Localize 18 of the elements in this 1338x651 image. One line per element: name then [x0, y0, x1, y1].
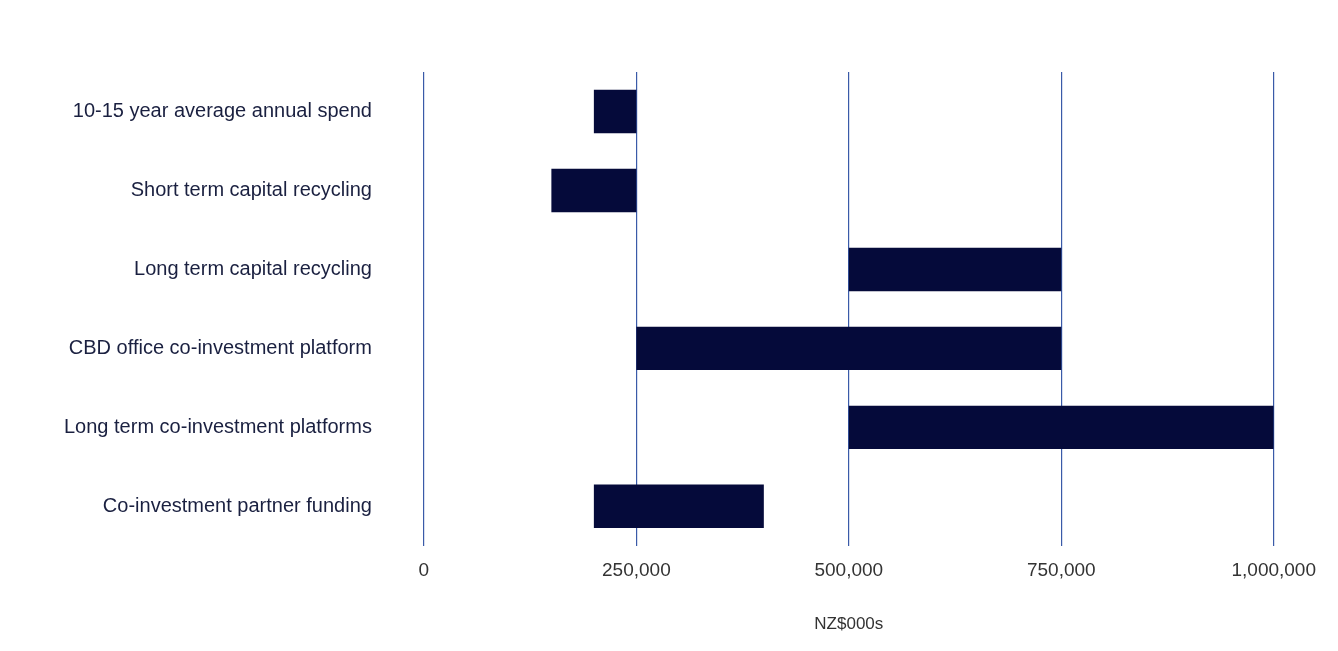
x-axis-title: NZ$000s [814, 614, 884, 634]
y-tick-label: Long term co-investment platforms [63, 414, 372, 437]
bar [848, 405, 1274, 450]
x-tick-label: 500,000 [814, 559, 884, 581]
bar [593, 484, 764, 529]
bar [848, 247, 1062, 292]
y-tick-label: CBD office co-investment platform [68, 335, 372, 358]
x-tick-label: 1,000,000 [1231, 559, 1316, 581]
bar [593, 89, 637, 134]
x-tick-label: 750,000 [1026, 559, 1096, 581]
y-tick-label: Co-investment partner funding [102, 493, 372, 516]
x-tick-label: 250,000 [602, 559, 671, 581]
x-tick-label: 0 [418, 559, 430, 581]
bar [551, 168, 637, 213]
y-tick-label: Short term capital recycling [130, 177, 372, 200]
y-tick-label: Long term capital recycling [134, 256, 372, 279]
y-tick-label: 10-15 year average annual spend [72, 99, 372, 121]
bar [636, 326, 1062, 371]
